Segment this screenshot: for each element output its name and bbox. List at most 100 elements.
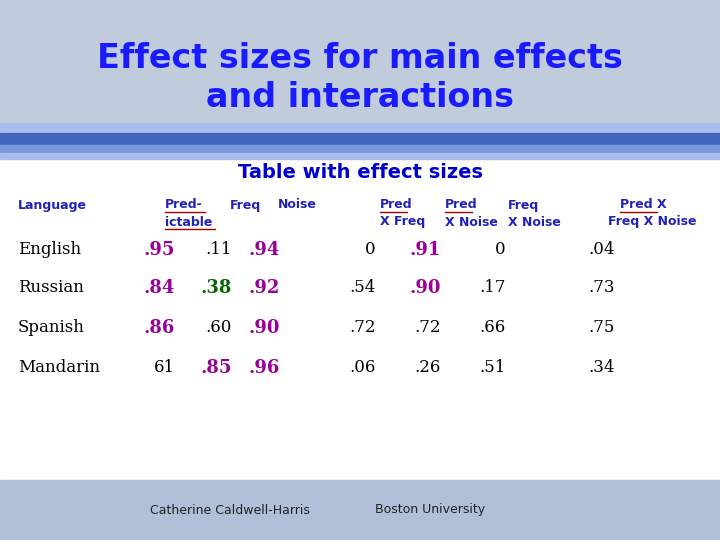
Bar: [0, 100, 720, 110]
Bar: [0, 300, 720, 310]
Bar: [0, 170, 720, 180]
Bar: [0, 20, 720, 30]
Bar: [0, 220, 720, 230]
Bar: [0, 0, 720, 10]
Bar: [0, 180, 720, 190]
Text: .91: .91: [410, 241, 441, 259]
Text: Boston University: Boston University: [375, 503, 485, 516]
Bar: [0, 350, 720, 360]
Text: Language: Language: [18, 199, 87, 212]
Text: .34: .34: [588, 360, 615, 376]
Bar: [0, 530, 720, 540]
Bar: [0, 340, 720, 350]
Bar: [0, 380, 720, 390]
Text: ictable: ictable: [165, 215, 212, 228]
Bar: [0, 190, 720, 200]
Text: .54: .54: [350, 280, 376, 296]
Bar: [0, 133, 720, 145]
Text: Effect sizes for main effects
and interactions: Effect sizes for main effects and intera…: [97, 42, 623, 114]
Text: 0: 0: [495, 241, 506, 259]
Bar: [0, 430, 720, 440]
Text: Freq: Freq: [508, 199, 539, 212]
Bar: [0, 140, 720, 150]
Bar: [0, 80, 720, 90]
Bar: [0, 510, 720, 520]
Bar: [0, 250, 720, 260]
Bar: [0, 30, 720, 40]
Bar: [0, 480, 720, 540]
Bar: [0, 410, 720, 420]
Text: Pred-: Pred-: [165, 199, 203, 212]
Bar: [0, 10, 720, 20]
Text: .17: .17: [480, 280, 506, 296]
Text: Spanish: Spanish: [18, 320, 85, 336]
Text: Catherine Caldwell-Harris: Catherine Caldwell-Harris: [150, 503, 310, 516]
Bar: [0, 240, 720, 250]
Bar: [0, 70, 720, 80]
Text: Pred: Pred: [445, 199, 477, 212]
Bar: [0, 400, 720, 410]
Text: .85: .85: [200, 359, 232, 377]
Bar: [0, 470, 720, 480]
Text: .04: .04: [588, 241, 615, 259]
Bar: [0, 130, 720, 140]
Text: .92: .92: [248, 279, 280, 297]
Text: 0: 0: [365, 241, 376, 259]
Bar: [0, 320, 720, 330]
Text: Freq X Noise: Freq X Noise: [608, 215, 696, 228]
Bar: [0, 159, 720, 480]
Text: .90: .90: [410, 279, 441, 297]
Bar: [0, 150, 720, 160]
Bar: [0, 153, 720, 159]
Bar: [0, 390, 720, 400]
Text: .94: .94: [248, 241, 280, 259]
Bar: [0, 450, 720, 460]
Text: Noise: Noise: [278, 199, 317, 212]
Text: .95: .95: [143, 241, 175, 259]
Text: Russian: Russian: [18, 280, 84, 296]
Bar: [0, 280, 720, 290]
Text: .73: .73: [588, 280, 615, 296]
Bar: [0, 290, 720, 300]
Text: .66: .66: [480, 320, 506, 336]
Bar: [0, 60, 720, 70]
Text: Pred X: Pred X: [620, 199, 667, 212]
Text: .38: .38: [201, 279, 232, 297]
Text: Table with effect sizes: Table with effect sizes: [238, 163, 482, 181]
Text: X Noise: X Noise: [508, 215, 561, 228]
Text: .60: .60: [206, 320, 232, 336]
Bar: [0, 330, 720, 340]
Text: .51: .51: [480, 360, 506, 376]
Bar: [0, 123, 720, 133]
Text: Pred: Pred: [380, 199, 413, 212]
Bar: [0, 200, 720, 210]
Bar: [0, 110, 720, 120]
Bar: [0, 360, 720, 370]
Text: .96: .96: [248, 359, 280, 377]
Text: .72: .72: [349, 320, 376, 336]
Bar: [0, 310, 720, 320]
Bar: [0, 90, 720, 100]
Text: Freq: Freq: [230, 199, 261, 212]
Bar: [0, 160, 720, 170]
Text: .84: .84: [143, 279, 175, 297]
Bar: [0, 50, 720, 60]
Text: .26: .26: [415, 360, 441, 376]
Text: English: English: [18, 241, 81, 259]
Bar: [0, 40, 720, 50]
Text: .11: .11: [205, 241, 232, 259]
Text: .75: .75: [589, 320, 615, 336]
Bar: [0, 145, 720, 153]
Bar: [0, 260, 720, 270]
Text: .72: .72: [415, 320, 441, 336]
Bar: [0, 270, 720, 280]
Text: X Noise: X Noise: [445, 215, 498, 228]
Text: Mandarin: Mandarin: [18, 360, 100, 376]
Text: .90: .90: [248, 319, 280, 337]
Bar: [0, 490, 720, 500]
Bar: [0, 370, 720, 380]
Text: .86: .86: [143, 319, 175, 337]
Text: .06: .06: [350, 360, 376, 376]
Text: 61: 61: [154, 360, 175, 376]
Text: X Freq: X Freq: [380, 215, 426, 228]
